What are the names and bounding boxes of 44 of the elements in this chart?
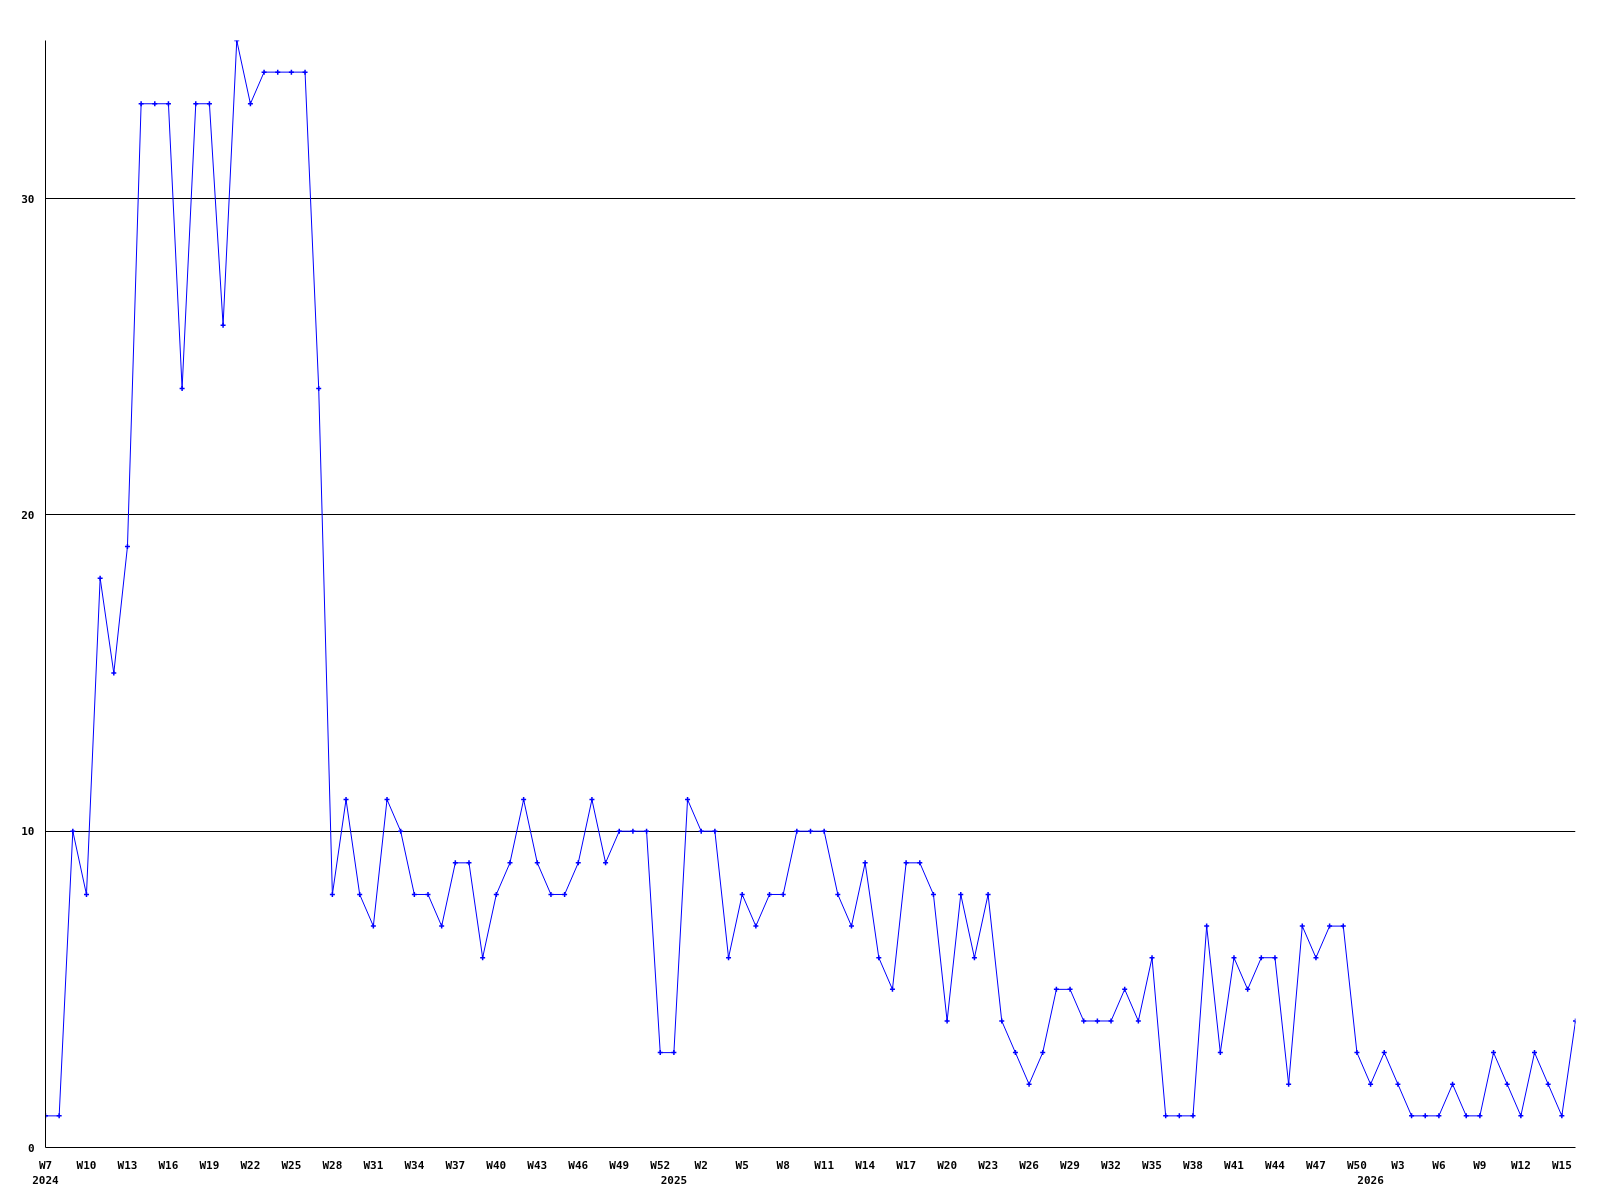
x-tick-label: W10 — [76, 1158, 97, 1172]
x-tick-label: W43 — [527, 1158, 548, 1172]
x-tick-label: W34 — [404, 1158, 425, 1172]
x-tick-label: W5 — [735, 1158, 749, 1172]
x-tick-label: 2026 — [1357, 1174, 1385, 1188]
x-tick-label: W20 — [937, 1158, 958, 1172]
x-tick-label: W32 — [1101, 1158, 1121, 1172]
x-tick-label: W9 — [1473, 1158, 1487, 1172]
x-tick-label: W19 — [199, 1158, 220, 1172]
x-tick-label: W13 — [117, 1158, 138, 1172]
x-tick-label: W44 — [1265, 1158, 1286, 1172]
x-tick-label: W52 — [650, 1158, 671, 1172]
x-tick-label: W35 — [1142, 1158, 1162, 1172]
x-tick-label: W41 — [1224, 1158, 1245, 1172]
x-tick-label: W23 — [978, 1158, 999, 1172]
x-tick-label: W47 — [1306, 1158, 1326, 1172]
x-tick-label: W14 — [855, 1158, 876, 1172]
x-tick-label: W50 — [1346, 1158, 1367, 1172]
x-tick-label: W37 — [445, 1158, 466, 1172]
x-tick-label: W31 — [363, 1158, 384, 1172]
y-tick-label: 0 — [27, 1141, 35, 1155]
x-tick-label: W38 — [1183, 1158, 1203, 1172]
x-tick-label: W17 — [896, 1158, 917, 1172]
x-tick-label: W22 — [240, 1158, 261, 1172]
x-tick-label: W8 — [776, 1158, 790, 1172]
x-tick-label: W26 — [1019, 1158, 1040, 1172]
x-tick-label: W3 — [1391, 1158, 1405, 1172]
x-tick-label: W49 — [609, 1158, 630, 1172]
x-tick-label: W15 — [1551, 1158, 1572, 1172]
x-tick-label: W7 2024 — [32, 1158, 60, 1188]
x-tick-label: W11 — [814, 1158, 835, 1172]
y-tick-label: 20 — [21, 508, 35, 522]
x-tick-label: W40 — [486, 1158, 507, 1172]
x-tick-label: W12 — [1510, 1158, 1531, 1172]
x-tick-label: W25 — [281, 1158, 302, 1172]
y-tick-label: 10 — [21, 825, 35, 839]
x-tick-label: W46 — [568, 1158, 589, 1172]
x-tick-label: W2 — [694, 1158, 708, 1172]
y-tick-label: 30 — [21, 192, 35, 206]
x-tick-label: W29 — [1060, 1158, 1080, 1172]
x-tick-label: W6 — [1432, 1158, 1446, 1172]
x-tick-label: W16 — [158, 1158, 179, 1172]
x-tick-label: W28 — [322, 1158, 343, 1172]
x-tick-label: 2025 — [660, 1174, 688, 1188]
